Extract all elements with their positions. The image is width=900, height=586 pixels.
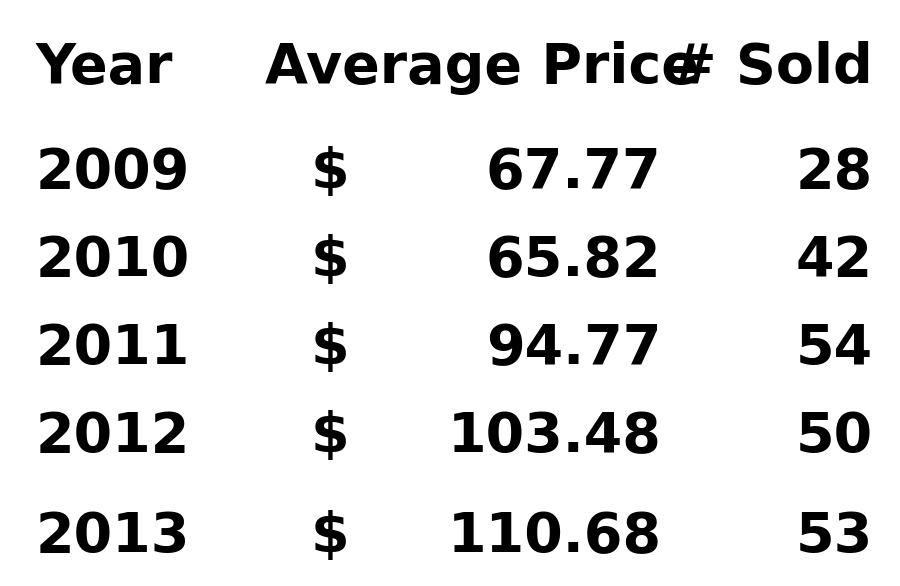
Text: $: $ [310, 322, 349, 376]
Text: 2009: 2009 [36, 146, 190, 200]
Text: 2011: 2011 [36, 322, 191, 376]
Text: $: $ [310, 234, 349, 288]
Text: 50: 50 [796, 410, 873, 464]
Text: 65.82: 65.82 [486, 234, 662, 288]
Text: 2012: 2012 [36, 410, 191, 464]
Text: 103.48: 103.48 [447, 410, 662, 464]
Text: 67.77: 67.77 [486, 146, 662, 200]
Text: $: $ [310, 510, 349, 564]
Text: $: $ [310, 146, 349, 200]
Text: Year: Year [36, 41, 174, 95]
Text: 53: 53 [796, 510, 873, 564]
Text: Average Price: Average Price [265, 41, 698, 95]
Text: 28: 28 [796, 146, 873, 200]
Text: 94.77: 94.77 [486, 322, 662, 376]
Text: 2013: 2013 [36, 510, 191, 564]
Text: 2010: 2010 [36, 234, 190, 288]
Text: 110.68: 110.68 [447, 510, 662, 564]
Text: 54: 54 [796, 322, 873, 376]
Text: # Sold: # Sold [670, 41, 873, 95]
Text: 42: 42 [796, 234, 873, 288]
Text: $: $ [310, 410, 349, 464]
